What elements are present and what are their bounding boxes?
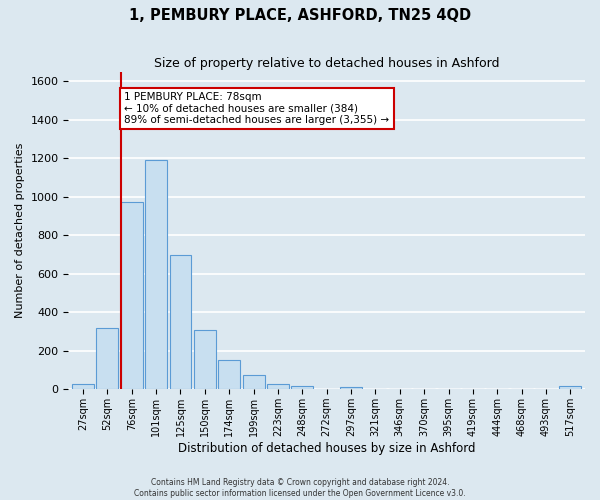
Bar (267, 384, 289, 390)
Bar (121, 202, 143, 390)
Bar (145, 160, 167, 390)
Bar (170, 254, 191, 390)
Bar (242, 375, 265, 390)
Title: Size of property relative to detached houses in Ashford: Size of property relative to detached ho… (154, 58, 499, 70)
Y-axis label: Number of detached properties: Number of detached properties (15, 143, 25, 318)
Text: 1, PEMBURY PLACE, ASHFORD, TN25 4QD: 1, PEMBURY PLACE, ASHFORD, TN25 4QD (129, 8, 471, 22)
Bar (97, 328, 118, 390)
Bar (218, 360, 240, 390)
Bar (559, 386, 581, 390)
X-axis label: Distribution of detached houses by size in Ashford: Distribution of detached houses by size … (178, 442, 475, 455)
Text: Contains HM Land Registry data © Crown copyright and database right 2024.
Contai: Contains HM Land Registry data © Crown c… (134, 478, 466, 498)
Bar (340, 388, 362, 390)
Bar (72, 384, 94, 390)
Bar (292, 386, 313, 390)
Bar (194, 330, 216, 390)
Text: 1 PEMBURY PLACE: 78sqm
← 10% of detached houses are smaller (384)
89% of semi-de: 1 PEMBURY PLACE: 78sqm ← 10% of detached… (124, 92, 389, 125)
